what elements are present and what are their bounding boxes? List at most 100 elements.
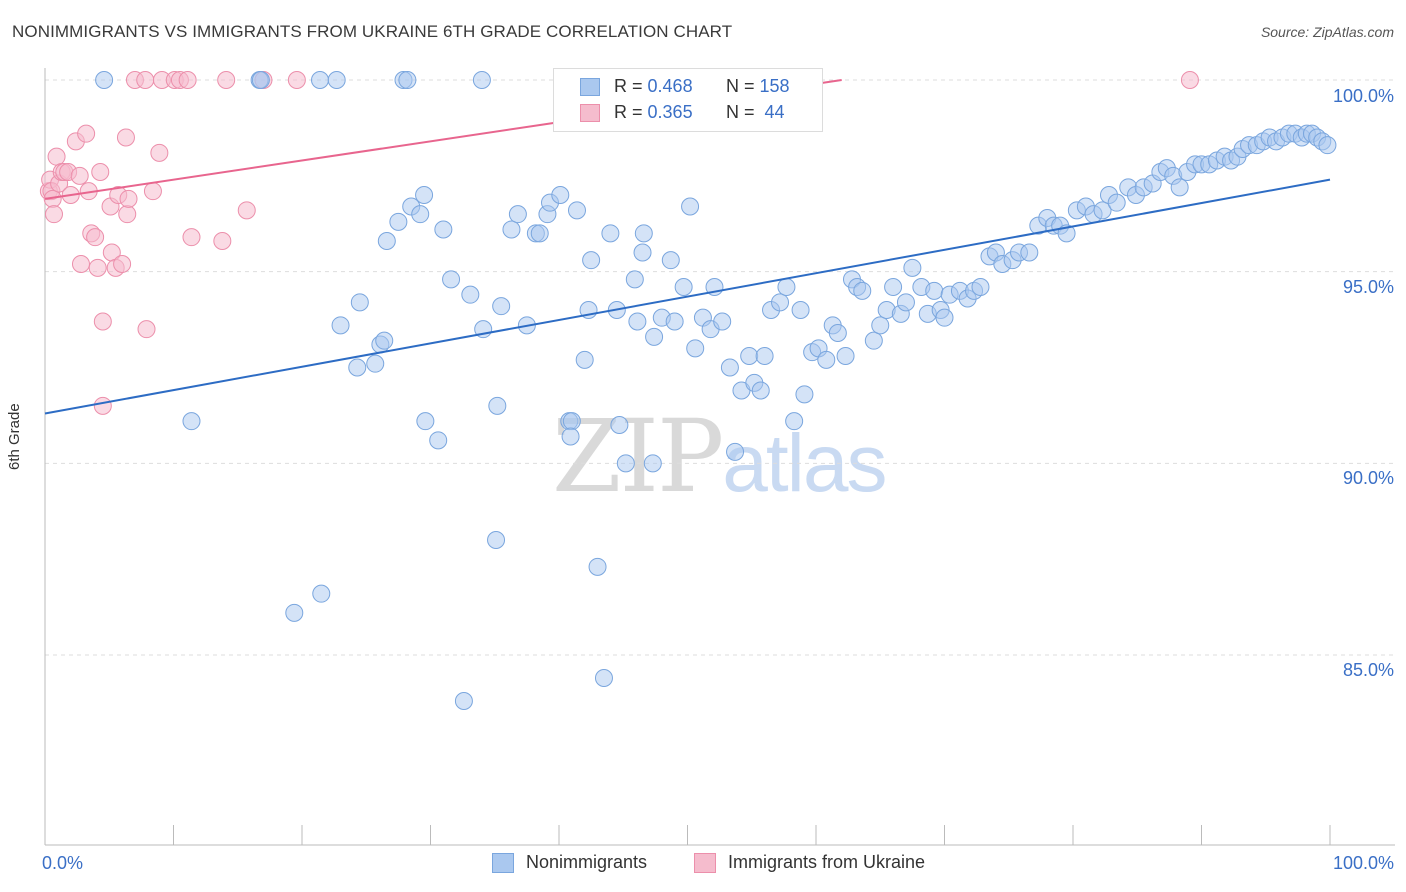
nonimmigrant-point xyxy=(567,201,586,220)
nonimmigrant-point xyxy=(251,71,270,89)
y-tick-label: 100.0% xyxy=(1332,86,1394,106)
chart-title: NONIMMIGRANTS VS IMMIGRANTS FROM UKRAINE… xyxy=(12,22,733,41)
nonimmigrant-point xyxy=(853,281,872,300)
nonimmigrant-point xyxy=(472,71,491,89)
legend-swatch-pink xyxy=(580,104,600,122)
nonimmigrant-point xyxy=(925,281,944,300)
nonimmigrant-point xyxy=(310,71,329,89)
nonimmigrant-point xyxy=(454,692,473,710)
nonimmigrant-point xyxy=(1107,193,1126,212)
nonimmigrant-point xyxy=(327,71,346,89)
nonimmigrant-point xyxy=(633,243,652,262)
nonimmigrant-point xyxy=(771,293,790,312)
nonimmigrant-point xyxy=(415,186,434,204)
x-tick-label: 100.0% xyxy=(1332,853,1394,873)
nonimmigrant-point xyxy=(416,412,435,431)
nonimmigrant-point xyxy=(488,396,507,415)
nonimmigrant-point xyxy=(601,224,620,243)
legend-r: R = 0.365 xyxy=(614,102,693,122)
legend-swatch-pink xyxy=(694,853,716,873)
nonimmigrant-point xyxy=(561,427,580,446)
nonimmigrant-point xyxy=(582,251,601,270)
nonimmigrant-point xyxy=(508,205,527,224)
nonimmigrant-point xyxy=(777,278,796,296)
ukraine-point xyxy=(143,182,162,201)
nonimmigrant-point xyxy=(871,316,890,335)
ukraine-point xyxy=(182,228,201,247)
ukraine-point xyxy=(77,124,96,143)
nonimmigrant-trendline xyxy=(44,178,1331,415)
nonimmigrant-point xyxy=(740,347,759,365)
nonimmigrant-point xyxy=(720,358,739,377)
ukraine-point xyxy=(118,205,137,224)
ukraine-point xyxy=(137,320,156,339)
x-tick-label: 0.0% xyxy=(42,853,84,873)
nonimmigrant-point xyxy=(628,312,647,331)
nonimmigrant-point xyxy=(935,308,954,327)
nonimmigrant-point xyxy=(1170,178,1189,197)
nonimmigrant-point xyxy=(434,220,453,239)
nonimmigrant-point xyxy=(375,331,394,350)
correlation-legend: R = 0.468 N = 158 R = 0.365 N = 44 xyxy=(553,68,823,132)
nonimmigrant-point xyxy=(634,224,653,243)
nonimmigrant-point xyxy=(594,669,613,687)
nonimmigrant-point xyxy=(575,350,594,369)
ukraine-point xyxy=(119,189,138,208)
ukraine-point xyxy=(93,312,112,331)
nonimmigrant-point xyxy=(95,71,114,89)
legend-label: Nonimmigrants xyxy=(526,852,648,872)
ukraine-points xyxy=(39,71,1199,415)
nonimmigrant-point xyxy=(487,531,506,549)
nonimmigrant-point xyxy=(896,293,915,312)
nonimmigrant-points xyxy=(95,71,1337,710)
ukraine-point xyxy=(217,71,236,89)
nonimmigrant-point xyxy=(389,212,408,231)
ukraine-point xyxy=(1180,71,1199,89)
watermark: ZIPatlas xyxy=(552,398,888,515)
nonimmigrant-point xyxy=(429,431,448,450)
nonimmigrant-point xyxy=(562,412,581,431)
nonimmigrant-point xyxy=(713,312,732,331)
ukraine-point xyxy=(136,71,155,89)
nonimmigrant-point xyxy=(686,339,705,358)
nonimmigrant-point xyxy=(836,347,855,365)
nonimmigrant-point xyxy=(551,186,570,204)
nonimmigrant-point xyxy=(616,454,635,473)
nonimmigrant-point xyxy=(817,350,836,369)
nonimmigrant-point xyxy=(1020,243,1039,262)
legend-n: N = 44 xyxy=(726,102,785,122)
nonimmigrant-point xyxy=(625,270,644,289)
nonimmigrant-point xyxy=(312,584,331,603)
nonimmigrant-point xyxy=(828,324,847,342)
nonimmigrant-point xyxy=(791,301,810,319)
ukraine-point xyxy=(237,201,256,220)
nonimmigrant-point xyxy=(411,205,430,224)
nonimmigrant-point xyxy=(661,251,680,270)
ukraine-point xyxy=(213,232,232,250)
nonimmigrant-point xyxy=(398,71,417,89)
nonimmigrant-point xyxy=(461,285,480,304)
ukraine-point xyxy=(178,71,197,89)
nonimmigrant-point xyxy=(442,270,461,289)
legend-n: N = 158 xyxy=(726,76,790,96)
nonimmigrant-point xyxy=(502,220,521,239)
y-axis-label: 6th Grade xyxy=(6,403,23,470)
y-tick-label: 90.0% xyxy=(1342,468,1394,488)
nonimmigrant-point xyxy=(182,412,201,431)
nonimmigrant-point xyxy=(331,316,350,335)
nonimmigrant-point xyxy=(1093,201,1112,220)
y-tick-label: 95.0% xyxy=(1342,277,1394,297)
source-label: Source: ZipAtlas.com xyxy=(1260,24,1394,40)
nonimmigrant-point xyxy=(971,278,990,296)
legend-swatch-blue xyxy=(580,78,600,96)
nonimmigrant-point xyxy=(674,278,693,296)
nonimmigrant-point xyxy=(795,385,814,404)
ukraine-point xyxy=(47,147,66,166)
nonimmigrant-point xyxy=(588,557,607,576)
axis-layer xyxy=(44,68,1395,846)
legend-label: Immigrants from Ukraine xyxy=(728,852,926,872)
nonimmigrant-point xyxy=(726,442,745,461)
watermark-zip: ZIP xyxy=(552,398,724,515)
ukraine-point xyxy=(86,228,105,247)
nonimmigrant-point xyxy=(884,278,903,296)
